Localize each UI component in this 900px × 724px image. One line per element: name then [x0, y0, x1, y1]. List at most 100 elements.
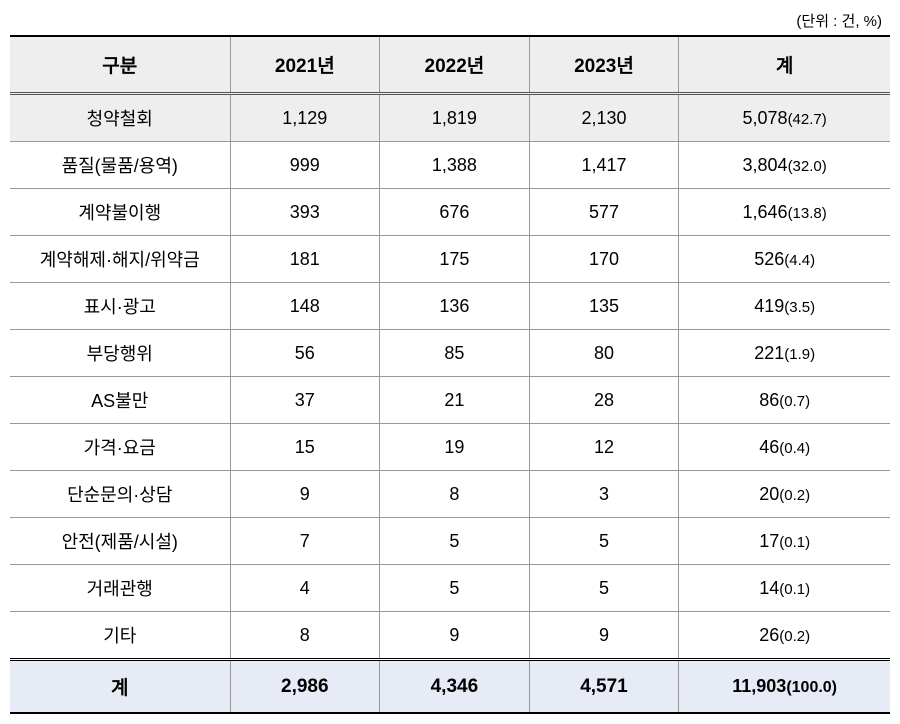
data-table: 구분 2021년 2022년 2023년 계 청약철회1,1291,8192,1…	[10, 35, 890, 714]
cell-total: 5,078(42.7)	[679, 94, 890, 142]
cell-total: 419(3.5)	[679, 283, 890, 330]
cell-y2021: 9	[230, 471, 380, 518]
cell-total: 221(1.9)	[679, 330, 890, 377]
header-2022: 2022년	[380, 36, 530, 94]
unit-label: (단위 : 건, %)	[10, 10, 890, 31]
cell-total-value: 526	[754, 249, 784, 269]
footer-category: 계	[10, 660, 230, 714]
cell-y2022: 136	[380, 283, 530, 330]
cell-total-pct: (0.2)	[779, 487, 810, 504]
cell-total-pct: (32.0)	[788, 158, 827, 175]
cell-category: 안전(제품/시설)	[10, 518, 230, 565]
cell-total-pct: (0.2)	[779, 628, 810, 645]
footer-2022: 4,346	[380, 660, 530, 714]
cell-y2021: 181	[230, 236, 380, 283]
table-row: 표시·광고148136135419(3.5)	[10, 283, 890, 330]
cell-total-value: 86	[759, 390, 779, 410]
cell-y2021: 8	[230, 612, 380, 660]
cell-y2021: 4	[230, 565, 380, 612]
cell-y2022: 175	[380, 236, 530, 283]
cell-y2021: 7	[230, 518, 380, 565]
cell-total-value: 5,078	[743, 108, 788, 128]
cell-y2023: 12	[529, 424, 679, 471]
cell-total-pct: (0.7)	[779, 393, 810, 410]
cell-total-value: 14	[759, 578, 779, 598]
cell-total-value: 221	[754, 343, 784, 363]
cell-total-pct: (1.9)	[784, 346, 815, 363]
cell-total: 86(0.7)	[679, 377, 890, 424]
cell-total: 3,804(32.0)	[679, 142, 890, 189]
table-row: 부당행위568580221(1.9)	[10, 330, 890, 377]
footer-2021: 2,986	[230, 660, 380, 714]
header-2023: 2023년	[529, 36, 679, 94]
cell-total: 46(0.4)	[679, 424, 890, 471]
cell-total-pct: (13.8)	[788, 205, 827, 222]
cell-y2023: 577	[529, 189, 679, 236]
cell-y2021: 1,129	[230, 94, 380, 142]
cell-category: 품질(물품/용역)	[10, 142, 230, 189]
cell-total: 14(0.1)	[679, 565, 890, 612]
cell-y2021: 393	[230, 189, 380, 236]
cell-category: 기타	[10, 612, 230, 660]
cell-y2023: 9	[529, 612, 679, 660]
cell-total-pct: (0.1)	[779, 534, 810, 551]
cell-total: 20(0.2)	[679, 471, 890, 518]
cell-total-pct: (0.1)	[779, 581, 810, 598]
cell-y2022: 19	[380, 424, 530, 471]
cell-total-value: 1,646	[743, 202, 788, 222]
header-total: 계	[679, 36, 890, 94]
cell-y2021: 56	[230, 330, 380, 377]
header-category: 구분	[10, 36, 230, 94]
cell-y2022: 9	[380, 612, 530, 660]
cell-category: 거래관행	[10, 565, 230, 612]
table-row: 가격·요금15191246(0.4)	[10, 424, 890, 471]
cell-category: 부당행위	[10, 330, 230, 377]
table-row: 안전(제품/시설)75517(0.1)	[10, 518, 890, 565]
header-2021: 2021년	[230, 36, 380, 94]
cell-y2023: 170	[529, 236, 679, 283]
cell-total-value: 17	[759, 531, 779, 551]
cell-category: 계약해제·해지/위약금	[10, 236, 230, 283]
cell-y2022: 85	[380, 330, 530, 377]
cell-y2021: 999	[230, 142, 380, 189]
cell-category: AS불만	[10, 377, 230, 424]
table-header-row: 구분 2021년 2022년 2023년 계	[10, 36, 890, 94]
table-row: 거래관행45514(0.1)	[10, 565, 890, 612]
cell-y2022: 1,819	[380, 94, 530, 142]
cell-category: 청약철회	[10, 94, 230, 142]
table-row: 계약해제·해지/위약금181175170526(4.4)	[10, 236, 890, 283]
cell-total-pct: (42.7)	[788, 111, 827, 128]
cell-y2022: 5	[380, 565, 530, 612]
footer-total: 11,903(100.0)	[679, 660, 890, 714]
table-row: 기타89926(0.2)	[10, 612, 890, 660]
table-row: 계약불이행3936765771,646(13.8)	[10, 189, 890, 236]
cell-category: 가격·요금	[10, 424, 230, 471]
cell-y2023: 5	[529, 518, 679, 565]
cell-y2022: 1,388	[380, 142, 530, 189]
cell-total: 17(0.1)	[679, 518, 890, 565]
table-row: 단순문의·상담98320(0.2)	[10, 471, 890, 518]
cell-y2023: 28	[529, 377, 679, 424]
cell-y2023: 80	[529, 330, 679, 377]
cell-total: 1,646(13.8)	[679, 189, 890, 236]
table-row: AS불만37212886(0.7)	[10, 377, 890, 424]
cell-category: 표시·광고	[10, 283, 230, 330]
cell-total: 26(0.2)	[679, 612, 890, 660]
table-footer-row: 계 2,986 4,346 4,571 11,903(100.0)	[10, 660, 890, 714]
cell-total-value: 419	[754, 296, 784, 316]
cell-y2022: 5	[380, 518, 530, 565]
cell-total-value: 46	[759, 437, 779, 457]
footer-total-value: 11,903	[732, 676, 786, 696]
cell-total-pct: (0.4)	[779, 440, 810, 457]
cell-y2023: 5	[529, 565, 679, 612]
cell-total-pct: (3.5)	[784, 299, 815, 316]
cell-category: 계약불이행	[10, 189, 230, 236]
cell-total-value: 26	[759, 625, 779, 645]
cell-y2023: 135	[529, 283, 679, 330]
footer-total-pct: (100.0)	[786, 679, 837, 696]
cell-total: 526(4.4)	[679, 236, 890, 283]
cell-category: 단순문의·상담	[10, 471, 230, 518]
cell-y2023: 1,417	[529, 142, 679, 189]
cell-y2021: 37	[230, 377, 380, 424]
cell-total-value: 20	[759, 484, 779, 504]
